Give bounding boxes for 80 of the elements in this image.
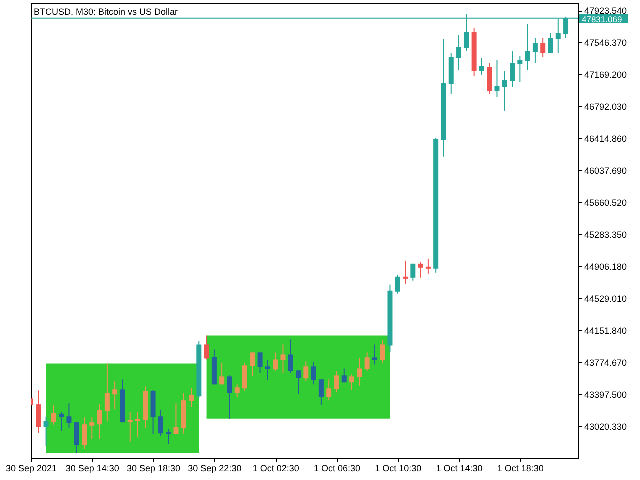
x-tick-label: 30 Sep 2021: [6, 464, 58, 474]
candlestick: [166, 428, 172, 445]
candlestick: [296, 370, 302, 395]
candlestick: [82, 417, 88, 450]
x-tick-label: 30 Sep 18:30: [127, 464, 181, 474]
y-tick-label: 44151.840: [584, 326, 628, 336]
candlestick: [174, 403, 179, 436]
candlestick: [220, 362, 225, 386]
candlestick: [104, 363, 110, 422]
candlestick: [372, 344, 378, 366]
candlestick: [380, 340, 386, 364]
candlestick: [525, 24, 530, 71]
candlestick: [136, 412, 141, 438]
candlestick: [311, 362, 316, 386]
candlestick: [510, 51, 516, 88]
x-tick-label: 1 Oct 18:30: [497, 464, 544, 474]
candlestick: [304, 361, 309, 382]
candlestick: [66, 403, 72, 430]
y-tick-label: 44906.180: [584, 262, 628, 272]
candlestick: [250, 352, 256, 377]
x-tick-label: 1 Oct 02:30: [252, 464, 300, 474]
candlestick: [426, 258, 431, 274]
y-tick-label: 47546.370: [584, 38, 628, 48]
y-tick-label: 47923.540: [584, 6, 628, 16]
candlestick: [326, 379, 332, 402]
y-tick-label: 43397.500: [584, 390, 628, 400]
candlestick: [258, 352, 263, 374]
candlestick: [456, 34, 462, 71]
candlestick: [288, 339, 294, 374]
candlestick: [265, 359, 270, 381]
candlestick: [74, 422, 80, 454]
y-tick-label: 45660.520: [584, 198, 628, 208]
y-tick-label: 46414.860: [584, 134, 628, 144]
y-tick-label: 46792.030: [584, 102, 628, 112]
candlestick: [518, 56, 523, 83]
candlestick: [350, 374, 355, 391]
y-tick-label: 47169.200: [584, 70, 628, 80]
candlestick: [242, 362, 248, 392]
candlestick: [403, 260, 408, 284]
y-tick-label: 44529.010: [584, 294, 628, 304]
candlestick: [342, 368, 347, 384]
candlestick: [418, 261, 424, 278]
x-tick-label: 30 Sep 22:30: [188, 464, 242, 474]
candlestick: [51, 404, 56, 426]
candlestick: [280, 344, 286, 374]
x-tick-label: 1 Oct 06:30: [314, 464, 360, 474]
y-tick-label: 46037.690: [584, 166, 628, 176]
candlestick: [532, 38, 538, 64]
candlestick: [158, 409, 164, 438]
candlestick: [334, 370, 340, 394]
y-tick-label: 43020.330: [584, 422, 628, 432]
candlestick: [357, 358, 362, 386]
y-tick-label: 43774.670: [584, 358, 628, 368]
candlestick: [227, 375, 232, 420]
candlestick: [502, 70, 508, 112]
candlestick: [548, 32, 554, 54]
chart-title: BTCUSD, M30: Bitcoin vs US Dollar: [34, 7, 178, 17]
candlestick: [204, 335, 210, 360]
candlestick: [234, 384, 240, 398]
candlestick: [494, 60, 500, 98]
candlestick: [112, 380, 118, 410]
candlestick: [189, 388, 194, 408]
candlestick: [410, 263, 416, 282]
x-tick-label: 30 Sep 14:30: [66, 464, 120, 474]
candlestick: [364, 352, 370, 372]
x-tick-label: 1 Oct 10:30: [375, 464, 422, 474]
candlestick: [97, 404, 102, 440]
candlestick: [395, 274, 400, 294]
candlestick: [273, 352, 278, 372]
candlestick: [479, 58, 484, 76]
candlestick: [487, 62, 492, 94]
candlestick: [59, 412, 64, 432]
candlestick: [36, 390, 42, 434]
candlestick: [540, 38, 546, 58]
candlestick: [318, 379, 324, 406]
y-tick-label: 45283.350: [584, 230, 628, 240]
candlestick: [44, 416, 49, 447]
candlestick: [90, 417, 95, 440]
ref-line-label: 47831.069: [582, 14, 622, 24]
x-tick-label: 1 Oct 14:30: [436, 464, 483, 474]
